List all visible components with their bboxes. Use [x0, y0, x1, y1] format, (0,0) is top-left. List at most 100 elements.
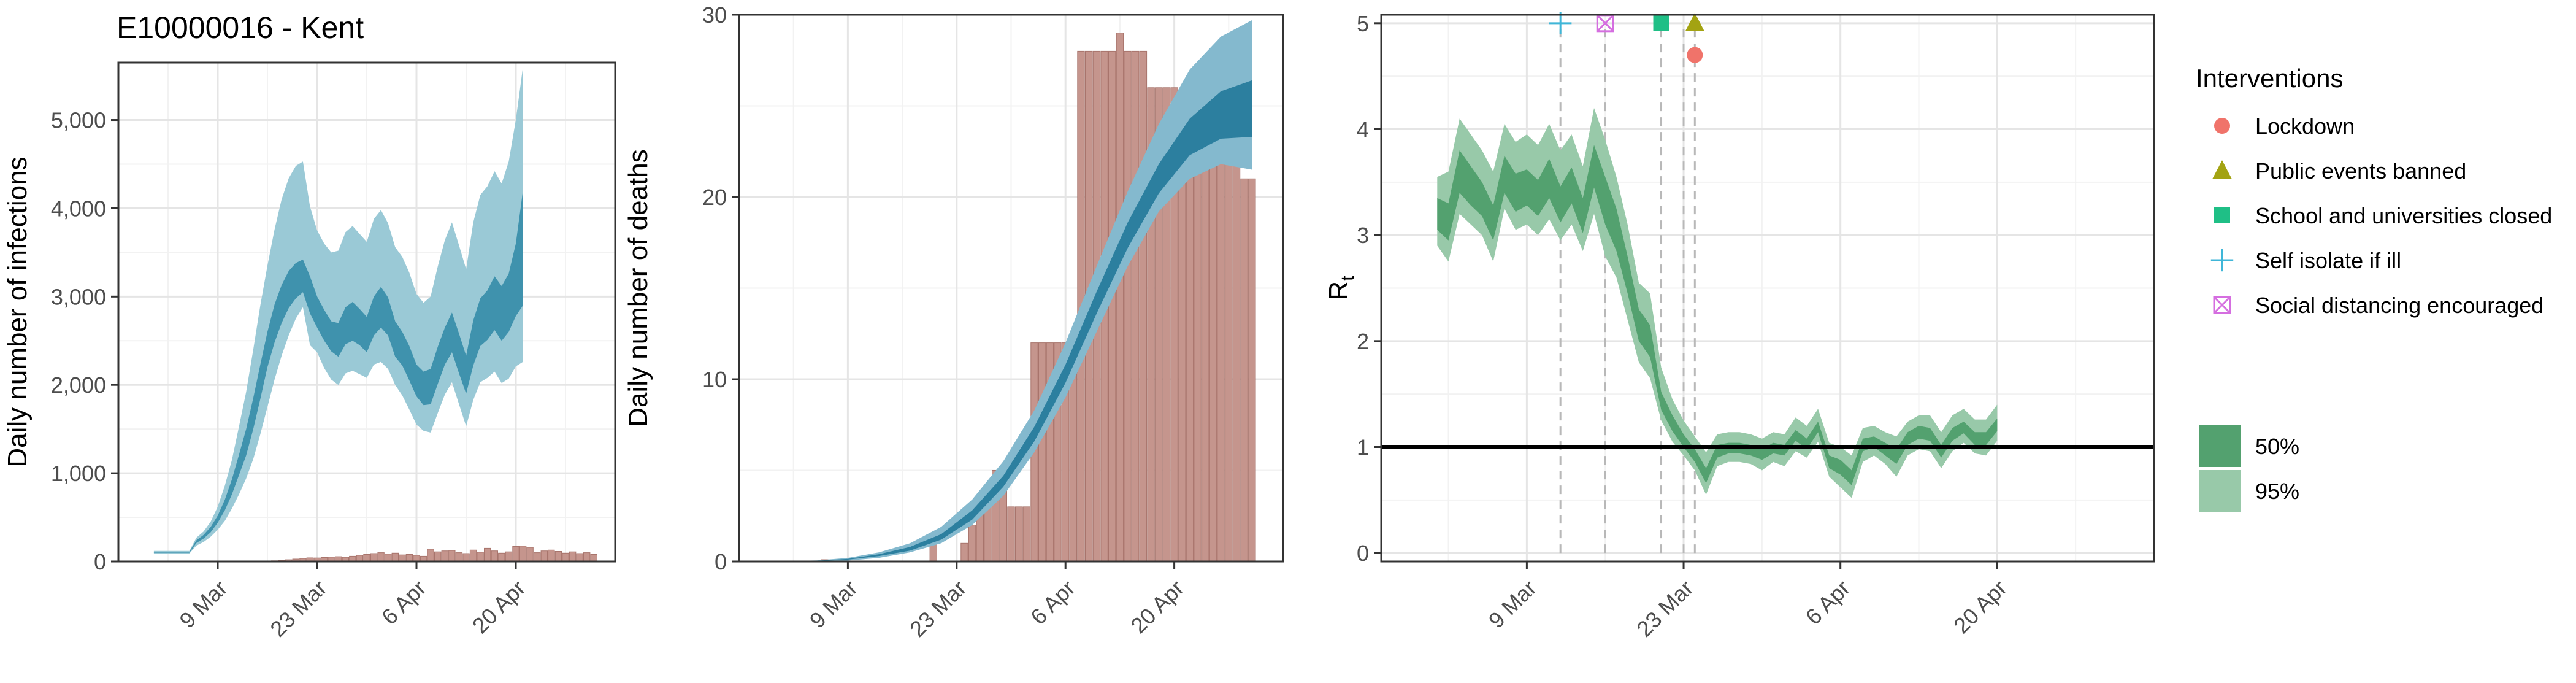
ci95-band: [153, 67, 523, 554]
legend-ci-swatch: [2199, 470, 2241, 512]
y-tick-label: 10: [702, 367, 727, 392]
y-tick-label: 3,000: [51, 284, 106, 309]
y-tick-label: 0: [94, 549, 106, 574]
bar: [1202, 123, 1209, 561]
legend-marker-circle: [2214, 118, 2230, 134]
ci50-band: [1437, 145, 1998, 485]
bar: [1217, 160, 1225, 561]
intervention-marker-square: [1653, 15, 1669, 31]
y-tick-label: 1: [1357, 435, 1369, 460]
bar: [455, 552, 463, 561]
bar: [377, 552, 385, 561]
bar: [356, 555, 364, 561]
y-axis-label: Rt: [1324, 276, 1358, 301]
grid: [1381, 15, 2154, 561]
bar: [960, 542, 968, 561]
x-tick-label: 9 Mar: [174, 575, 232, 633]
bar: [576, 553, 583, 561]
bar: [299, 558, 307, 561]
bar: [441, 550, 448, 561]
bar: [1116, 33, 1124, 561]
bar: [434, 551, 442, 561]
bar: [1170, 87, 1178, 561]
bar: [413, 555, 420, 561]
x-tick-label: 6 Apr: [1801, 575, 1855, 629]
y-axis-label: Daily number of infections: [2, 156, 33, 467]
y-axis-label-subscript: t: [1338, 276, 1358, 281]
bar: [491, 550, 498, 561]
y-tick-label: 3: [1357, 223, 1369, 248]
y-axis-label-text: R: [1324, 281, 1354, 301]
panel-border: [1380, 14, 2155, 563]
bar: [540, 550, 548, 561]
y-tick-label: 4,000: [51, 196, 106, 221]
bar: [505, 551, 513, 561]
y-tick-label: 30: [702, 2, 727, 28]
bar: [583, 552, 591, 561]
rt-panel: 0 1 2 3 4 5 9 Mar 23 Mar 6 Apr 20 Apr Rt: [1324, 11, 2155, 642]
bar: [569, 551, 577, 561]
legend-marker-square: [2214, 207, 2230, 223]
legend-ci-label: 50%: [2255, 434, 2299, 459]
interventions-legend: Interventions Lockdown Public events bann…: [2196, 64, 2552, 512]
bar: [548, 549, 555, 561]
bar: [313, 557, 321, 561]
bar: [306, 557, 314, 561]
x-tick-label: 23 Mar: [1631, 575, 1698, 641]
y-axis-label-text: Daily number of infections: [2, 156, 33, 467]
y-tick-label: 2,000: [51, 372, 106, 398]
x-tick-label: 6 Apr: [377, 575, 431, 629]
data-layer: [1381, 23, 2154, 554]
legend-items: Lockdown Public events banned School and u…: [2210, 114, 2552, 318]
legend-ci-items: 50% 95%: [2199, 425, 2299, 512]
bar: [420, 555, 427, 561]
bar: [349, 555, 356, 561]
bar: [992, 470, 1000, 561]
figure-title: E10000016 - Kent: [117, 10, 364, 45]
y-tick-label: 2: [1357, 329, 1369, 354]
legend-marker-plus: [2210, 249, 2234, 272]
bar: [1232, 160, 1241, 561]
bar: [1007, 506, 1015, 561]
bar: [427, 549, 434, 561]
bar: [590, 554, 597, 561]
y-tick-label: 0: [715, 549, 727, 574]
bar: [1240, 178, 1248, 561]
deaths-panel: 0 10 20 30 9 Mar 23 Mar 6 Apr 20 Apr Daily numbe…: [623, 2, 1284, 642]
data-layer: [153, 67, 597, 561]
bar: [1015, 506, 1023, 561]
bar: [391, 552, 399, 561]
bar: [1162, 87, 1171, 561]
bar: [1139, 50, 1148, 561]
legend-label: Public events banned: [2255, 158, 2466, 183]
bar: [448, 550, 456, 561]
panel-border: [738, 14, 1284, 563]
bar: [1124, 50, 1132, 561]
intervention-marker-circle: [1687, 47, 1703, 63]
bar: [469, 549, 477, 561]
y-tick-label: 1,000: [51, 461, 106, 486]
bar: [462, 553, 470, 561]
x-tick-label: 9 Mar: [805, 575, 862, 633]
bar: [999, 488, 1007, 561]
bar: [1147, 87, 1155, 561]
bar: [498, 552, 505, 561]
legend-ci-swatch: [2199, 425, 2241, 467]
data-layer: [786, 20, 1256, 561]
y-tick-label: 5,000: [51, 108, 106, 133]
y-tick-label: 5: [1357, 11, 1369, 36]
bar: [1248, 178, 1256, 561]
legend-label: Self isolate if ill: [2255, 248, 2401, 273]
y-tick-label: 20: [702, 185, 727, 210]
x-tick-label: 6 Apr: [1025, 575, 1079, 629]
x2: [1597, 14, 1614, 32]
legend-ci-label: 95%: [2255, 479, 2299, 504]
legend-title: Interventions: [2196, 64, 2343, 93]
bar: [562, 552, 569, 561]
x-tick-label: 20 Apr: [467, 575, 531, 638]
x-tick-label: 20 Apr: [1125, 575, 1189, 638]
x-tick-label: 23 Mar: [265, 575, 331, 641]
intervention-marker-plus: [1549, 12, 1572, 35]
legend-marker-triangle: [2212, 160, 2232, 179]
